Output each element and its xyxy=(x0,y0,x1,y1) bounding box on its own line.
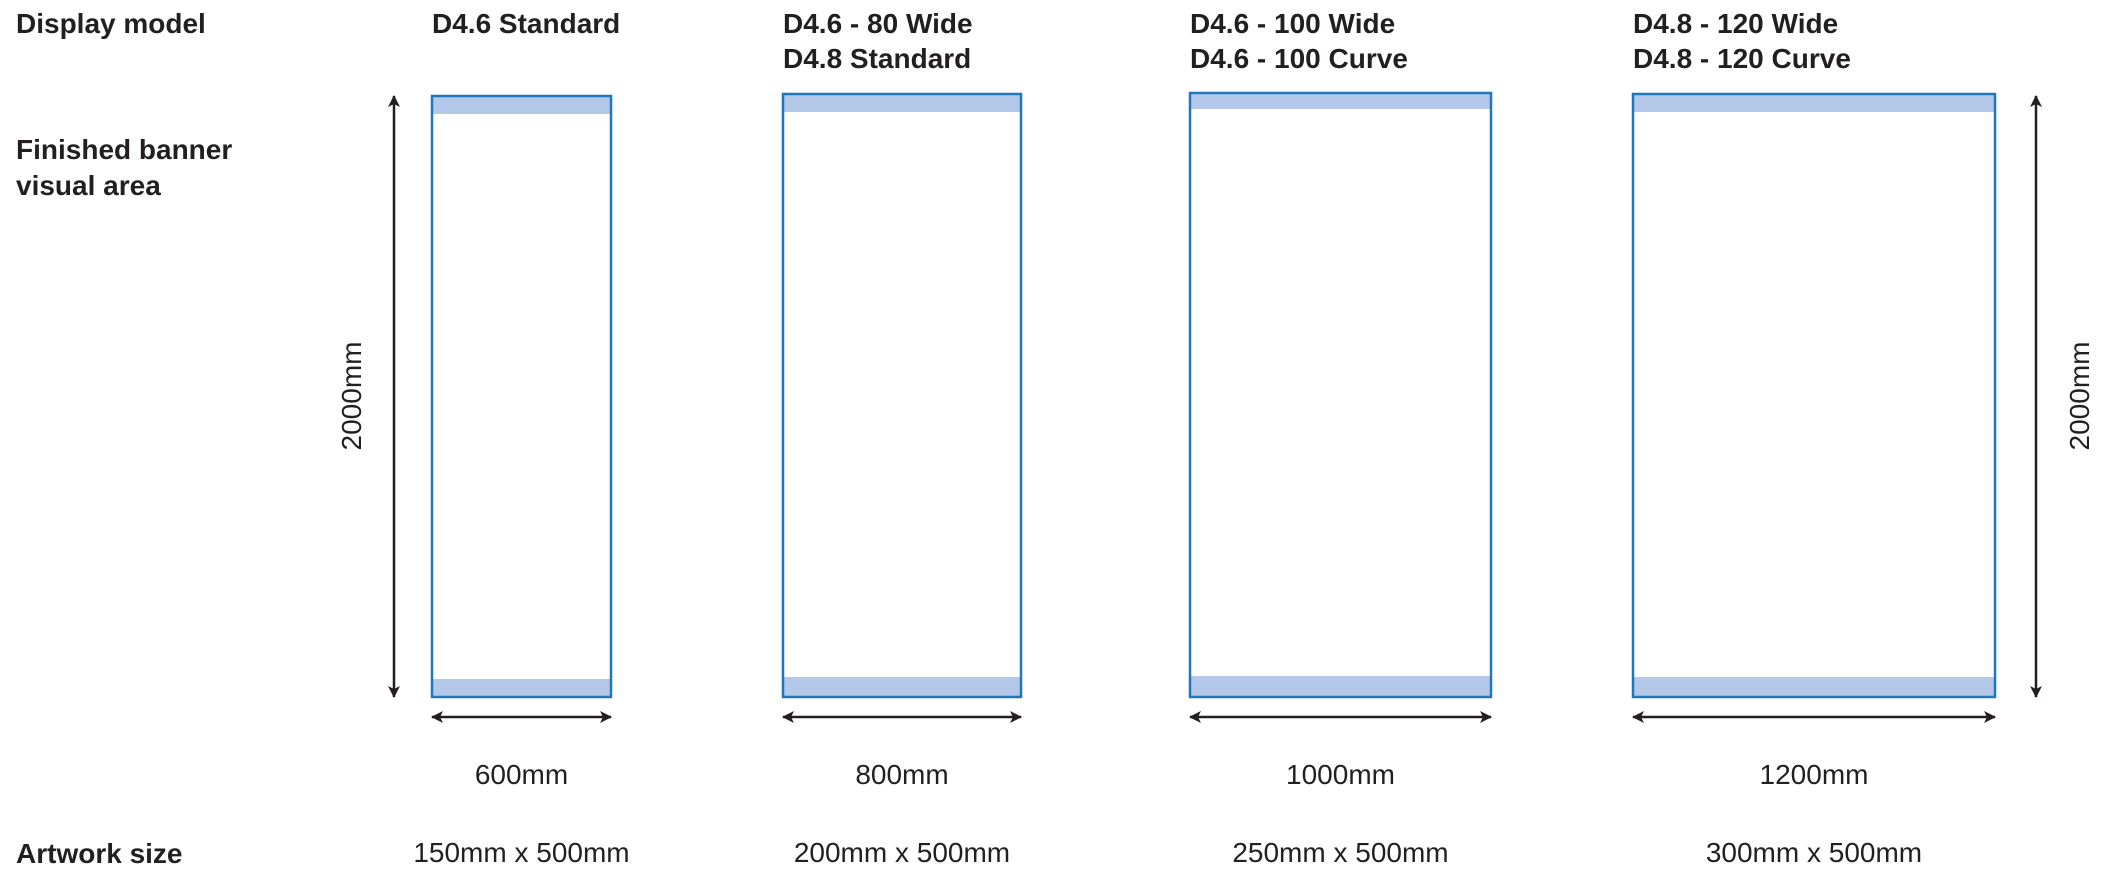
height-label-left: 2000mm xyxy=(336,341,367,451)
banner-4-frame xyxy=(1631,92,1997,699)
model-title-2: D4.6 - 80 Wide D4.8 Standard xyxy=(783,6,973,76)
banner-4-bottom-band xyxy=(1633,677,1995,697)
artwork-size-label: Artwork size xyxy=(16,838,183,869)
artwork-size-3: 250mm x 500mm xyxy=(1232,837,1449,868)
artwork-size-4: 300mm x 500mm xyxy=(1705,837,1923,868)
banner-3-bottom-band xyxy=(1190,676,1491,697)
model-title-4: D4.8 - 120 Wide D4.8 - 120 Curve xyxy=(1633,6,1851,76)
model-title-3-line2: D4.6 - 100 Curve xyxy=(1190,43,1408,74)
finished-area-label-line2: visual area xyxy=(16,170,161,201)
model-title-2-line1: D4.6 - 80 Wide xyxy=(783,8,973,39)
width-label-1: 600mm xyxy=(474,759,569,790)
banner-1-bottom-band xyxy=(432,679,611,697)
finished-area-label-line1: Finished banner xyxy=(16,134,233,165)
model-title-3: D4.6 - 100 Wide D4.6 - 100 Curve xyxy=(1190,6,1408,76)
model-title-1-line1: D4.6 Standard xyxy=(432,8,621,39)
model-title-2-line2: D4.8 Standard xyxy=(783,43,972,74)
artwork-size-1: 150mm x 500mm xyxy=(413,837,630,868)
banner-2-top-band xyxy=(783,94,1021,112)
banner-1 xyxy=(430,94,613,723)
width-label-4: 1200mm xyxy=(1759,759,1869,790)
height-label-right: 2000mm xyxy=(2064,341,2095,451)
display-model-label: Display model xyxy=(16,8,206,39)
banner-3 xyxy=(1188,91,1493,723)
banner-3-top-band xyxy=(1190,93,1491,109)
banner-1-top-band xyxy=(432,96,611,114)
banner-1-frame xyxy=(430,94,613,699)
model-title-1: D4.6 Standard xyxy=(432,6,620,41)
model-title-3-line1: D4.6 - 100 Wide xyxy=(1190,8,1396,39)
width-label-2: 800mm xyxy=(855,759,949,790)
banner-3-frame xyxy=(1188,91,1493,699)
banner-2-frame xyxy=(781,92,1023,699)
banner-2-bottom-band xyxy=(783,677,1021,697)
banner-2 xyxy=(781,92,1023,723)
model-title-4-line2: D4.8 - 120 Curve xyxy=(1633,43,1851,74)
model-title-4-line1: D4.8 - 120 Wide xyxy=(1633,8,1839,39)
banner-4-top-band xyxy=(1633,94,1995,112)
finished-area-label: Finished banner visual area xyxy=(16,132,232,204)
banner-4 xyxy=(1631,92,1997,723)
artwork-size-2: 200mm x 500mm xyxy=(793,837,1011,868)
width-label-3: 1000mm xyxy=(1286,759,1395,790)
